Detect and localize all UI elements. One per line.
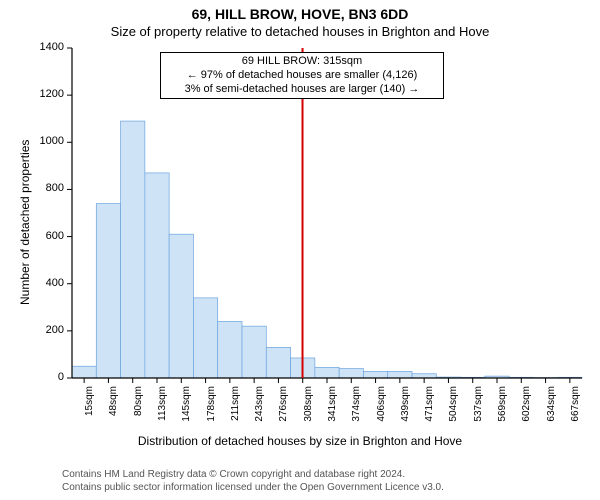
x-tick-label: 145sqm [181,386,192,436]
y-tick-label: 0 [24,371,64,383]
y-tick-label: 1400 [24,41,64,53]
x-tick-label: 48sqm [108,386,119,436]
y-tick-label: 600 [24,230,64,242]
footer-line-2: Contains public sector information licen… [62,482,444,495]
y-tick-label: 1200 [24,88,64,100]
x-tick-label: 602sqm [521,386,532,436]
x-tick-label: 374sqm [351,386,362,436]
x-tick-label: 178sqm [206,386,217,436]
x-tick-label: 634sqm [546,386,557,436]
x-tick-label: 667sqm [570,386,581,436]
x-tick-label: 537sqm [473,386,484,436]
chart-title: 69, HILL BROW, HOVE, BN3 6DD [0,0,600,22]
x-tick-label: 406sqm [376,386,387,436]
x-tick-label: 504sqm [448,386,459,436]
annotation-line-1: 69 HILL BROW: 315sqm [167,55,437,69]
x-tick-label: 113sqm [157,386,168,436]
x-tick-label: 471sqm [424,386,435,436]
y-tick-label: 800 [24,182,64,194]
chart-container: 69, HILL BROW, HOVE, BN3 6DD Size of pro… [0,0,600,500]
footer-line-1: Contains HM Land Registry data © Crown c… [62,469,444,482]
x-tick-label: 439sqm [400,386,411,436]
x-axis-label: Distribution of detached houses by size … [0,434,600,448]
annotation-box: 69 HILL BROW: 315sqm ← 97% of detached h… [160,52,444,99]
footer-attribution: Contains HM Land Registry data © Crown c… [62,469,444,494]
x-tick-label: 341sqm [327,386,338,436]
chart-subtitle: Size of property relative to detached ho… [0,22,600,39]
y-tick-label: 1000 [24,135,64,147]
y-tick-label: 200 [24,324,64,336]
x-tick-label: 15sqm [84,386,95,436]
x-tick-label: 569sqm [497,386,508,436]
y-tick-label: 400 [24,277,64,289]
annotation-line-3: 3% of semi-detached houses are larger (1… [167,83,437,97]
annotation-line-2: ← 97% of detached houses are smaller (4,… [167,69,437,83]
x-tick-label: 80sqm [133,386,144,436]
x-tick-label: 308sqm [303,386,314,436]
x-tick-label: 211sqm [230,386,241,436]
x-tick-label: 276sqm [278,386,289,436]
x-tick-label: 243sqm [254,386,265,436]
